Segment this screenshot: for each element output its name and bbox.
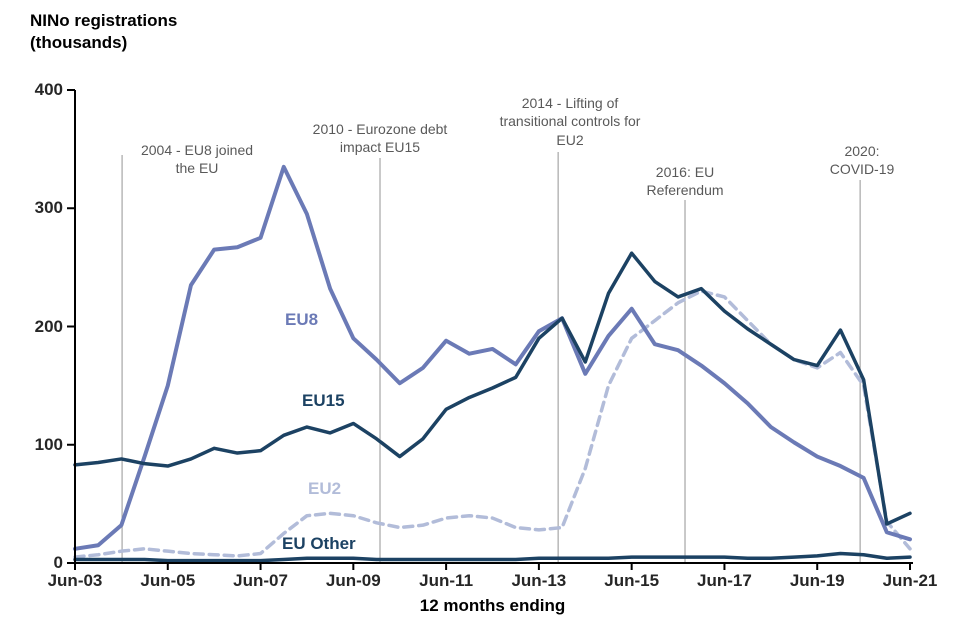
annotation-text-line: 2010 - Eurozone debt	[312, 121, 448, 137]
series-label-eu-other: EU Other	[282, 534, 356, 553]
x-tick-label: Jun-19	[789, 571, 845, 590]
annotation-text-line: Referendum	[646, 182, 724, 199]
series-label-eu15: EU15	[302, 391, 345, 410]
annotation-text-line: the EU	[175, 160, 219, 177]
annotation-text-line: COVID-19	[829, 161, 895, 178]
x-tick-label: Jun-07	[233, 571, 288, 590]
annotation-text-4: 2020: COVID-19	[830, 142, 895, 179]
series-line-eu-other	[73, 551, 912, 563]
y-tick-label: 300	[34, 198, 63, 218]
y-tick-label: 200	[34, 316, 63, 336]
annotation-text-3: 2016: EU Referendum	[646, 163, 723, 200]
x-tick-label: Jun-09	[325, 571, 381, 590]
x-tick-label: Jun-17	[697, 571, 752, 590]
y-tick-label: 400	[34, 80, 63, 99]
annotation-text-0: 2004 - EU8 joined the EU	[141, 141, 253, 178]
x-tick-label: Jun-03	[47, 571, 103, 590]
y-tick-label: 0	[53, 553, 63, 572]
x-tick-label: Jun-11	[419, 571, 474, 590]
series-line-eu8	[73, 164, 912, 551]
annotation-text-line: impact EU15	[339, 139, 421, 156]
series-label-eu8: EU8	[285, 310, 319, 329]
series-line-eu15	[73, 251, 912, 526]
annotation-text-line: 2004 - EU8 joined	[140, 142, 254, 158]
annotation-text-line: 2020:	[844, 143, 880, 159]
x-axis-title: 12 months ending	[419, 596, 566, 615]
annotation-text-2: 2014 - Lifting of transitional controls f…	[500, 94, 641, 149]
annotation-text-line: transitional controls for	[499, 113, 641, 130]
chart-title-line1: NINo registrations	[30, 11, 178, 30]
x-tick-label: Jun-15	[604, 571, 660, 590]
annotation-text-line: 2016: EU	[655, 164, 715, 180]
annotation-text-line: EU2	[556, 131, 584, 148]
series-line-eu2	[73, 289, 912, 559]
y-tick-label: 100	[34, 434, 63, 454]
chart-title: NINo registrations (thousands)	[30, 10, 177, 54]
series-label-eu2: EU2	[308, 479, 342, 498]
chart-title-line2: (thousands)	[30, 33, 128, 53]
x-tick-label: Jun-13	[511, 571, 567, 590]
x-tick-label: Jun-05	[140, 571, 196, 590]
annotation-text-line: 2014 - Lifting of	[521, 95, 619, 111]
annotation-text-1: 2010 - Eurozone debt impact EU15	[313, 120, 448, 157]
x-tick-label: Jun-21	[882, 571, 938, 590]
